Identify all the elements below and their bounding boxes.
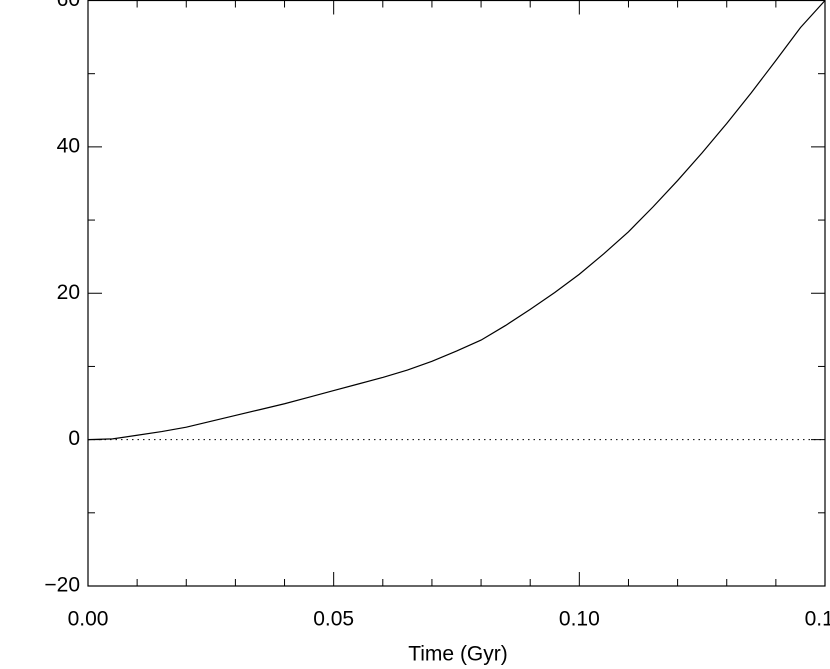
x-tick-label: 0.05 [313, 608, 354, 631]
y-tick-label: −20 [44, 574, 80, 597]
x-tick-label: 0.00 [68, 608, 109, 631]
y-tick-label: 0 [68, 427, 80, 450]
x-tick-label: 0.15 [805, 608, 830, 631]
y-tick-label: 60 [57, 0, 80, 11]
y-tick-label: 20 [57, 281, 80, 304]
x-tick-label: 0.10 [559, 608, 600, 631]
data-line [87, 0, 826, 441]
x-axis-label: Time (Gyr) [408, 643, 508, 666]
y-tick-label: 40 [57, 134, 80, 157]
plot-frame [87, 0, 826, 587]
